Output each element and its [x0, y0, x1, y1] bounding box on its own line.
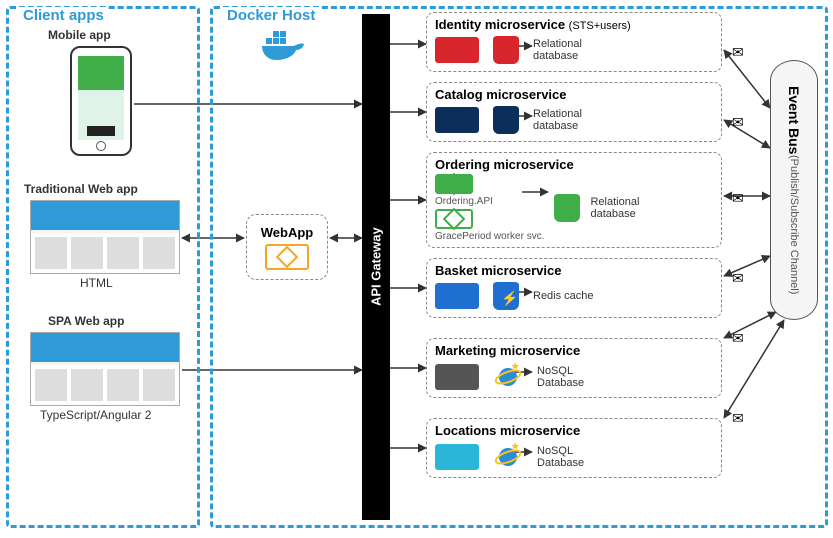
db-label: Relational database [533, 108, 613, 132]
mobile-app-thumb [70, 46, 132, 156]
api-gateway-label: API Gateway [369, 228, 384, 307]
container-icon [435, 209, 473, 229]
database-icon [554, 194, 580, 222]
service-identity: Identity microservice (STS+users) Relati… [426, 12, 722, 72]
envelope-icon: ✉ [732, 410, 744, 427]
container-icon [435, 37, 479, 63]
spa-web-sublabel: TypeScript/Angular 2 [40, 408, 151, 422]
db-label: Relational database [533, 38, 613, 62]
db-label: NoSQL Database [537, 365, 617, 389]
docker-whale-icon [260, 28, 306, 67]
docker-host-title: Docker Host [223, 7, 319, 24]
ordering-api-label: Ordering.API [435, 196, 544, 207]
db-label: Redis cache [533, 290, 594, 302]
event-bus: Event Bus (Publish/Subscribe Channel) [770, 60, 818, 320]
event-bus-sub: (Publish/Subscribe Channel) [788, 155, 800, 294]
container-icon [435, 107, 479, 133]
service-basket: Basket microservice ⚡ Redis cache [426, 258, 722, 318]
container-icon [435, 444, 479, 470]
spa-web-label: SPA Web app [48, 314, 124, 328]
service-title: Ordering microservice [435, 157, 713, 172]
db-label: NoSQL Database [537, 445, 617, 469]
traditional-web-thumb [30, 200, 180, 274]
redis-icon: ⚡ [493, 282, 519, 310]
database-icon [493, 106, 519, 134]
traditional-web-label: Traditional Web app [24, 182, 138, 196]
api-gateway: API Gateway [362, 14, 390, 520]
service-locations: Locations microservice NoSQL Database [426, 418, 722, 478]
db-label: Relational database [590, 196, 660, 220]
spa-web-thumb [30, 332, 180, 406]
service-marketing: Marketing microservice NoSQL Database [426, 338, 722, 398]
webapp-container: WebApp [246, 214, 328, 280]
service-title: Locations microservice [435, 423, 713, 438]
traditional-web-sublabel: HTML [80, 276, 113, 290]
cosmos-db-icon [493, 442, 523, 472]
database-icon [493, 36, 519, 64]
event-bus-title: Event Bus [786, 86, 802, 154]
webapp-label: WebApp [261, 225, 313, 240]
envelope-icon: ✉ [732, 190, 744, 207]
service-title: Marketing microservice [435, 343, 713, 358]
envelope-icon: ✉ [732, 44, 744, 61]
cosmos-db-icon [493, 362, 523, 392]
mobile-app-label: Mobile app [48, 28, 111, 42]
envelope-icon: ✉ [732, 270, 744, 287]
webapp-container-icon [265, 244, 309, 270]
service-ordering: Ordering microservice Ordering.API Grace… [426, 152, 722, 248]
client-apps-title: Client apps [19, 7, 108, 24]
container-icon [435, 283, 479, 309]
graceperiod-label: GracePeriod worker svc. [435, 231, 544, 242]
service-title: Identity microservice (STS+users) [435, 17, 713, 32]
envelope-icon: ✉ [732, 330, 744, 347]
service-title: Basket microservice [435, 263, 713, 278]
container-icon [435, 174, 473, 194]
envelope-icon: ✉ [732, 114, 744, 131]
service-catalog: Catalog microservice Relational database [426, 82, 722, 142]
container-icon [435, 364, 479, 390]
service-title: Catalog microservice [435, 87, 713, 102]
